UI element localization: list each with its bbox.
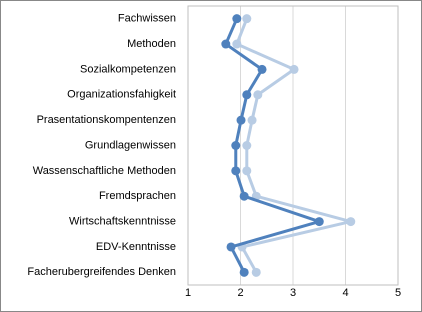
x-tick-label: 1 bbox=[185, 287, 191, 299]
y-tick-label: Fachwissen bbox=[118, 13, 176, 25]
data-point bbox=[236, 115, 246, 125]
data-point bbox=[251, 267, 261, 277]
y-tick-label: Sozialkompetenzen bbox=[80, 63, 176, 75]
y-tick-label: Prasentationskompentenzen bbox=[37, 114, 176, 126]
data-point bbox=[231, 166, 241, 176]
data-point bbox=[253, 90, 263, 100]
y-tick-label: EDV-Kenntnisse bbox=[96, 241, 176, 253]
data-point bbox=[247, 115, 257, 125]
y-tick-label: Methoden bbox=[127, 38, 176, 50]
data-point bbox=[239, 191, 249, 201]
x-tick-label: 3 bbox=[290, 287, 296, 299]
y-tick-label: Wirtschaftskenntnisse bbox=[69, 215, 176, 227]
data-point bbox=[242, 90, 252, 100]
plot-area bbox=[187, 5, 399, 286]
data-point bbox=[242, 141, 252, 150]
data-point bbox=[226, 242, 236, 252]
y-tick-label: Fremdsprachen bbox=[99, 190, 176, 202]
data-point bbox=[242, 14, 252, 24]
x-tick-label: 4 bbox=[342, 287, 348, 299]
y-tick-label: Grundlagenwissen bbox=[85, 139, 176, 151]
data-point bbox=[221, 39, 231, 49]
data-point bbox=[231, 141, 241, 150]
data-point bbox=[232, 14, 242, 24]
y-tick-label: Wassenschaftliche Methoden bbox=[33, 165, 176, 177]
data-point bbox=[314, 217, 324, 227]
x-tick-label: 2 bbox=[237, 287, 243, 299]
data-point bbox=[232, 39, 242, 49]
data-point bbox=[289, 64, 299, 74]
data-point bbox=[242, 166, 252, 176]
y-tick-label: Facherubergreifendes Denken bbox=[27, 266, 176, 278]
y-tick-label: Organizationsfahigkeit bbox=[67, 89, 176, 101]
data-point bbox=[239, 267, 249, 277]
data-point bbox=[346, 217, 356, 227]
data-point bbox=[257, 64, 267, 74]
x-tick-label: 5 bbox=[395, 287, 401, 299]
